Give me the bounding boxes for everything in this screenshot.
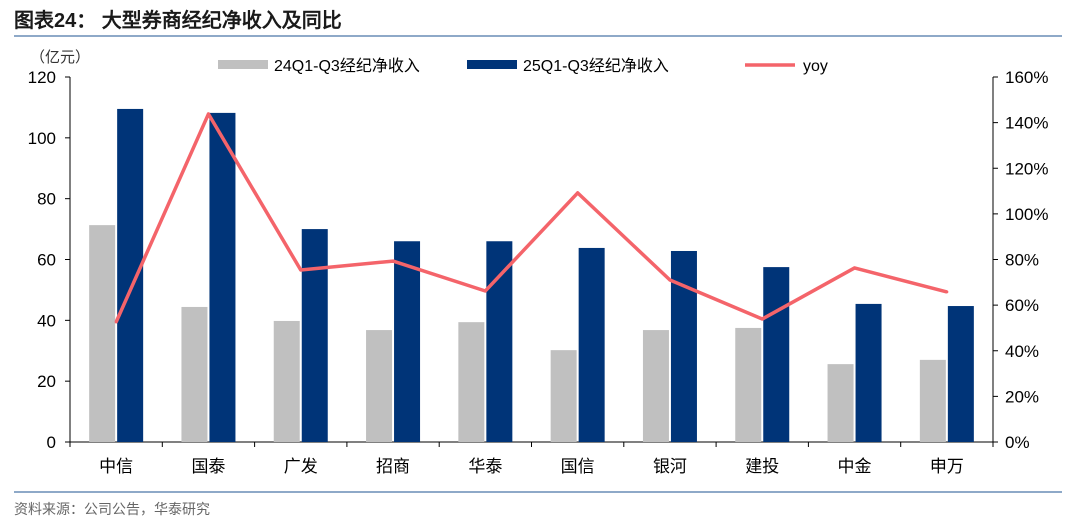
bar-24q1q3 [642,330,669,442]
bar-25q1q3 [578,247,605,442]
legend-swatch-25q1q3 [467,60,517,69]
x-tick-label: 招商 [376,457,410,476]
bar-25q1q3 [763,267,790,442]
bar-24q1q3 [735,327,762,442]
legend-label-yoy: yoy [803,58,828,75]
right-tick-label: 160% [1005,68,1048,87]
bar-25q1q3 [394,241,421,442]
legend-label-25q1q3: 25Q1-Q3经纪净收入 [523,57,669,75]
left-tick-label: 0 [47,433,56,452]
x-tick-label: 中金 [838,457,872,476]
x-tick-label: 银河 [653,457,687,476]
right-tick-label: 60% [1005,296,1039,315]
x-tick-label: 国泰 [191,457,225,476]
bar-24q1q3 [827,364,854,442]
bar-24q1q3 [273,320,300,442]
x-tick-label: 申万 [930,457,964,476]
x-tick-label: 广发 [284,457,318,476]
yoy-point [853,266,857,270]
yoy-line [114,112,948,323]
yoy-point [483,289,487,293]
yoy-point [760,317,764,321]
right-tick-label: 40% [1005,342,1039,361]
right-tick-label: 100% [1005,205,1048,224]
yoy-point [299,268,303,272]
source-note: 资料来源：公司公告，华泰研究 [14,501,210,517]
bar-25q1q3 [301,229,328,442]
yoy-point [391,259,395,263]
bar-25q1q3 [486,241,513,442]
x-tick-label: 国信 [561,457,595,476]
left-tick-label: 120 [28,68,56,87]
legend-swatch-24q1q3 [218,60,268,69]
right-tick-label: 0% [1005,433,1030,452]
bar-24q1q3 [550,350,577,442]
page-title: 图表24： 大型券商经纪净收入及同比 [14,8,342,32]
left-tick-label: 100 [28,129,56,148]
yoy-point [206,112,210,116]
bar-25q1q3 [209,112,236,443]
left-tick-label: 20 [37,372,56,391]
right-tick-label: 140% [1005,114,1048,133]
bar-24q1q3 [919,359,946,442]
bar-25q1q3 [855,303,882,442]
left-tick-label: 80 [37,190,56,209]
right-tick-label: 120% [1005,159,1048,178]
yoy-point [576,191,580,195]
y-axis-label: （亿元） [30,49,90,66]
yoy-point [114,320,118,324]
bar-25q1q3 [947,306,974,442]
right-tick-label: 20% [1005,387,1039,406]
bar-25q1q3 [117,108,144,442]
x-tick-label: 华泰 [468,457,502,476]
bar-24q1q3 [89,225,116,442]
yoy-point [668,278,672,282]
right-tick-label: 80% [1005,251,1039,270]
x-tick-label: 中信 [99,457,133,476]
legend-label-24q1q3: 24Q1-Q3经纪净收入 [274,57,420,75]
bar-24q1q3 [366,330,393,442]
left-tick-label: 60 [37,251,56,270]
bar-24q1q3 [181,306,208,442]
left-tick-label: 40 [37,311,56,330]
bar-24q1q3 [458,322,485,442]
yoy-point [945,290,949,294]
x-tick-label: 建投 [745,457,779,476]
bar-25q1q3 [670,250,697,442]
